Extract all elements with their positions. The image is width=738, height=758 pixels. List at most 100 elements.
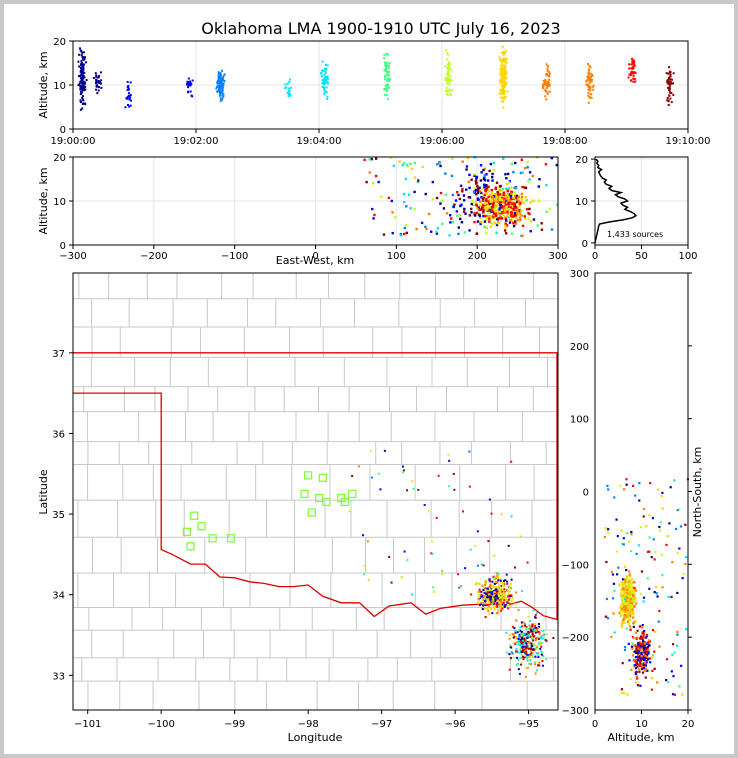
source-point: [512, 224, 516, 228]
source-point: [603, 535, 606, 539]
source-point: [288, 78, 291, 81]
source-point: [511, 206, 515, 210]
source-point: [421, 165, 424, 169]
source-point: [325, 79, 328, 82]
source-point: [494, 605, 497, 608]
source-point: [493, 605, 496, 608]
source-point: [79, 108, 82, 111]
source-point: [487, 597, 490, 600]
source-point: [386, 86, 389, 89]
source-point: [542, 664, 545, 667]
source-point: [491, 612, 494, 615]
source-point: [623, 488, 626, 491]
source-point: [643, 631, 646, 635]
source-point: [644, 669, 647, 673]
source-point: [447, 94, 450, 97]
source-point: [488, 198, 491, 202]
source-point: [643, 651, 646, 654]
source-point: [484, 189, 487, 193]
source-point: [475, 177, 478, 180]
source-point: [505, 651, 508, 654]
altitude-tick-label: 20: [53, 37, 66, 48]
source-point: [532, 628, 535, 631]
source-point: [540, 635, 543, 638]
source-point: [527, 630, 530, 633]
source-point: [644, 644, 647, 647]
source-point: [628, 587, 631, 590]
source-point: [641, 664, 644, 667]
source-point: [473, 220, 476, 224]
source-point: [459, 213, 462, 217]
source-point: [99, 71, 102, 74]
source-point: [499, 578, 502, 581]
source-point: [521, 185, 524, 189]
lma-station-marker: [208, 534, 217, 543]
source-point: [540, 222, 543, 225]
altitude-tick-label: 0: [60, 241, 66, 252]
source-point: [82, 84, 85, 87]
source-point: [503, 98, 506, 101]
source-point: [444, 172, 447, 175]
source-point: [648, 514, 651, 517]
source-point: [508, 602, 511, 605]
source-point: [636, 665, 639, 668]
source-point: [477, 598, 480, 601]
source-point: [499, 200, 502, 204]
source-point: [461, 187, 464, 191]
source-point: [445, 82, 448, 85]
source-point: [657, 620, 660, 623]
source-point: [495, 588, 498, 591]
source-point: [670, 670, 673, 673]
source-point: [504, 59, 507, 62]
source-point: [634, 80, 637, 83]
source-point: [626, 584, 629, 587]
source-point: [623, 598, 627, 601]
source-point: [488, 600, 491, 603]
source-point: [424, 225, 427, 229]
source-point: [671, 693, 675, 696]
source-point: [499, 588, 502, 591]
ew-tick-label: 0: [312, 251, 318, 262]
source-point: [502, 106, 505, 109]
source-point: [523, 638, 526, 641]
source-point: [485, 214, 489, 218]
source-point: [321, 79, 324, 82]
source-point: [325, 90, 328, 93]
source-point: [520, 158, 524, 161]
source-point: [85, 79, 88, 82]
source-point: [486, 596, 489, 599]
source-point: [474, 544, 477, 547]
source-point: [492, 212, 496, 215]
source-point: [518, 205, 521, 208]
source-point: [642, 642, 645, 645]
source-point: [502, 75, 505, 78]
source-point: [436, 227, 440, 230]
source-point: [514, 220, 517, 223]
source-point: [625, 600, 628, 603]
source-point: [499, 67, 502, 70]
source-point: [492, 197, 496, 201]
source-point: [631, 58, 634, 61]
source-point: [528, 624, 531, 627]
source-point: [286, 82, 289, 85]
source-point: [384, 61, 387, 64]
source-point: [483, 595, 486, 598]
source-point: [447, 90, 450, 93]
source-point: [628, 575, 631, 578]
source-point: [362, 534, 365, 537]
source-point: [520, 630, 523, 633]
source-point: [488, 612, 491, 615]
source-point: [620, 622, 623, 625]
source-point: [484, 581, 487, 584]
source-point: [672, 72, 675, 75]
source-point: [126, 103, 129, 106]
source-point: [511, 212, 514, 215]
source-point: [515, 198, 519, 201]
source-point: [487, 211, 491, 214]
source-point: [448, 79, 451, 82]
source-point: [523, 624, 526, 627]
source-point: [633, 71, 636, 74]
source-point: [496, 204, 499, 208]
source-point: [503, 83, 506, 86]
source-point: [129, 94, 132, 97]
